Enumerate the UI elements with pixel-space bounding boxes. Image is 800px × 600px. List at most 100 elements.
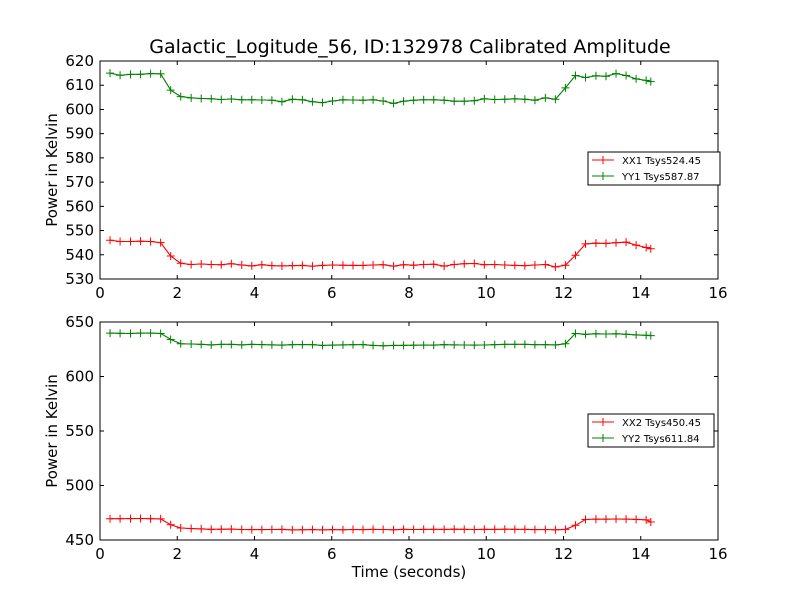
data-point xyxy=(328,525,337,534)
data-point xyxy=(187,524,196,533)
data-point xyxy=(328,341,337,350)
data-point xyxy=(622,71,631,80)
data-point xyxy=(106,236,115,245)
data-point xyxy=(197,524,206,533)
legend: XX1 Tsys524.45 YY1 Tsys587.87 xyxy=(587,151,721,186)
data-point xyxy=(359,525,368,534)
data-point xyxy=(581,330,590,339)
data-point xyxy=(389,99,398,108)
data-point xyxy=(207,260,216,269)
data-point xyxy=(379,341,388,350)
data-point xyxy=(470,341,479,350)
data-point xyxy=(460,97,469,106)
data-point xyxy=(409,341,418,350)
x-tick-label: 12 xyxy=(554,284,573,302)
data-point xyxy=(450,97,459,106)
data-point xyxy=(126,514,135,523)
data-point xyxy=(551,525,560,534)
y-tick-label: 600 xyxy=(65,368,94,386)
x-axis-label: Time (seconds) xyxy=(351,563,467,581)
data-point xyxy=(601,72,610,81)
data-point xyxy=(561,261,570,270)
data-point xyxy=(632,515,641,524)
data-point xyxy=(379,96,388,105)
data-point xyxy=(328,260,337,269)
data-point xyxy=(348,525,357,534)
data-point xyxy=(510,94,519,103)
data-point xyxy=(187,93,196,102)
data-point xyxy=(338,525,347,534)
data-point xyxy=(500,260,509,269)
x-tick-label: 4 xyxy=(250,545,260,563)
data-point xyxy=(217,260,226,269)
data-point xyxy=(460,525,469,534)
x-tick-label: 16 xyxy=(708,545,727,563)
data-point xyxy=(551,262,560,271)
data-point xyxy=(318,98,327,107)
data-point xyxy=(500,525,509,534)
x-tick-label: 2 xyxy=(172,284,182,302)
data-point xyxy=(217,525,226,534)
data-point xyxy=(257,525,266,534)
data-point xyxy=(541,260,550,269)
data-point xyxy=(267,96,276,105)
data-point xyxy=(166,251,175,260)
legend-label: YY2 Tsys611.84 xyxy=(621,434,700,445)
data-point xyxy=(126,70,135,79)
data-point xyxy=(318,525,327,534)
y-tick-label: 610 xyxy=(65,76,94,94)
data-point xyxy=(116,237,125,246)
x-tick-label: 10 xyxy=(477,545,496,563)
y-axis-label: Power in Kelvin xyxy=(43,113,61,227)
data-point xyxy=(591,239,600,248)
data-point xyxy=(318,261,327,270)
data-point xyxy=(348,340,357,349)
data-point xyxy=(136,329,145,338)
data-point xyxy=(581,515,590,524)
data-point xyxy=(419,260,428,269)
data-point xyxy=(298,261,307,270)
y-tick-label: 650 xyxy=(65,313,94,331)
x-tick-label: 8 xyxy=(404,284,414,302)
data-point xyxy=(470,96,479,105)
data-point xyxy=(156,514,165,523)
legend-label: YY1 Tsys587.87 xyxy=(621,172,700,183)
data-point xyxy=(399,97,408,106)
data-point xyxy=(581,73,590,82)
data-point xyxy=(460,340,469,349)
series-markers-2-1 xyxy=(106,514,655,534)
data-point xyxy=(277,97,286,106)
y-tick-label: 570 xyxy=(65,173,94,191)
data-point xyxy=(136,514,145,523)
data-point xyxy=(237,525,246,534)
data-point xyxy=(642,515,651,524)
data-point xyxy=(601,239,610,248)
x-tick-label: 12 xyxy=(554,545,573,563)
data-point xyxy=(126,329,135,338)
data-point xyxy=(166,335,175,344)
data-point xyxy=(581,239,590,248)
x-tick-label: 6 xyxy=(327,284,337,302)
data-point xyxy=(480,340,489,349)
data-point xyxy=(156,238,165,247)
data-point xyxy=(429,95,438,104)
data-point xyxy=(440,262,449,271)
y-tick-label: 600 xyxy=(65,100,94,118)
data-point xyxy=(419,341,428,350)
data-point xyxy=(359,340,368,349)
data-point xyxy=(116,514,125,523)
y-tick-label: 550 xyxy=(65,422,94,440)
data-point xyxy=(176,339,185,348)
data-point xyxy=(646,518,655,527)
data-point xyxy=(480,94,489,103)
data-point xyxy=(450,525,459,534)
data-point xyxy=(419,95,428,104)
data-point xyxy=(571,329,580,338)
data-point xyxy=(277,341,286,350)
data-point xyxy=(106,69,115,78)
data-point xyxy=(136,237,145,246)
legend-marker xyxy=(599,434,607,442)
data-point xyxy=(247,340,256,349)
data-point xyxy=(520,95,529,104)
